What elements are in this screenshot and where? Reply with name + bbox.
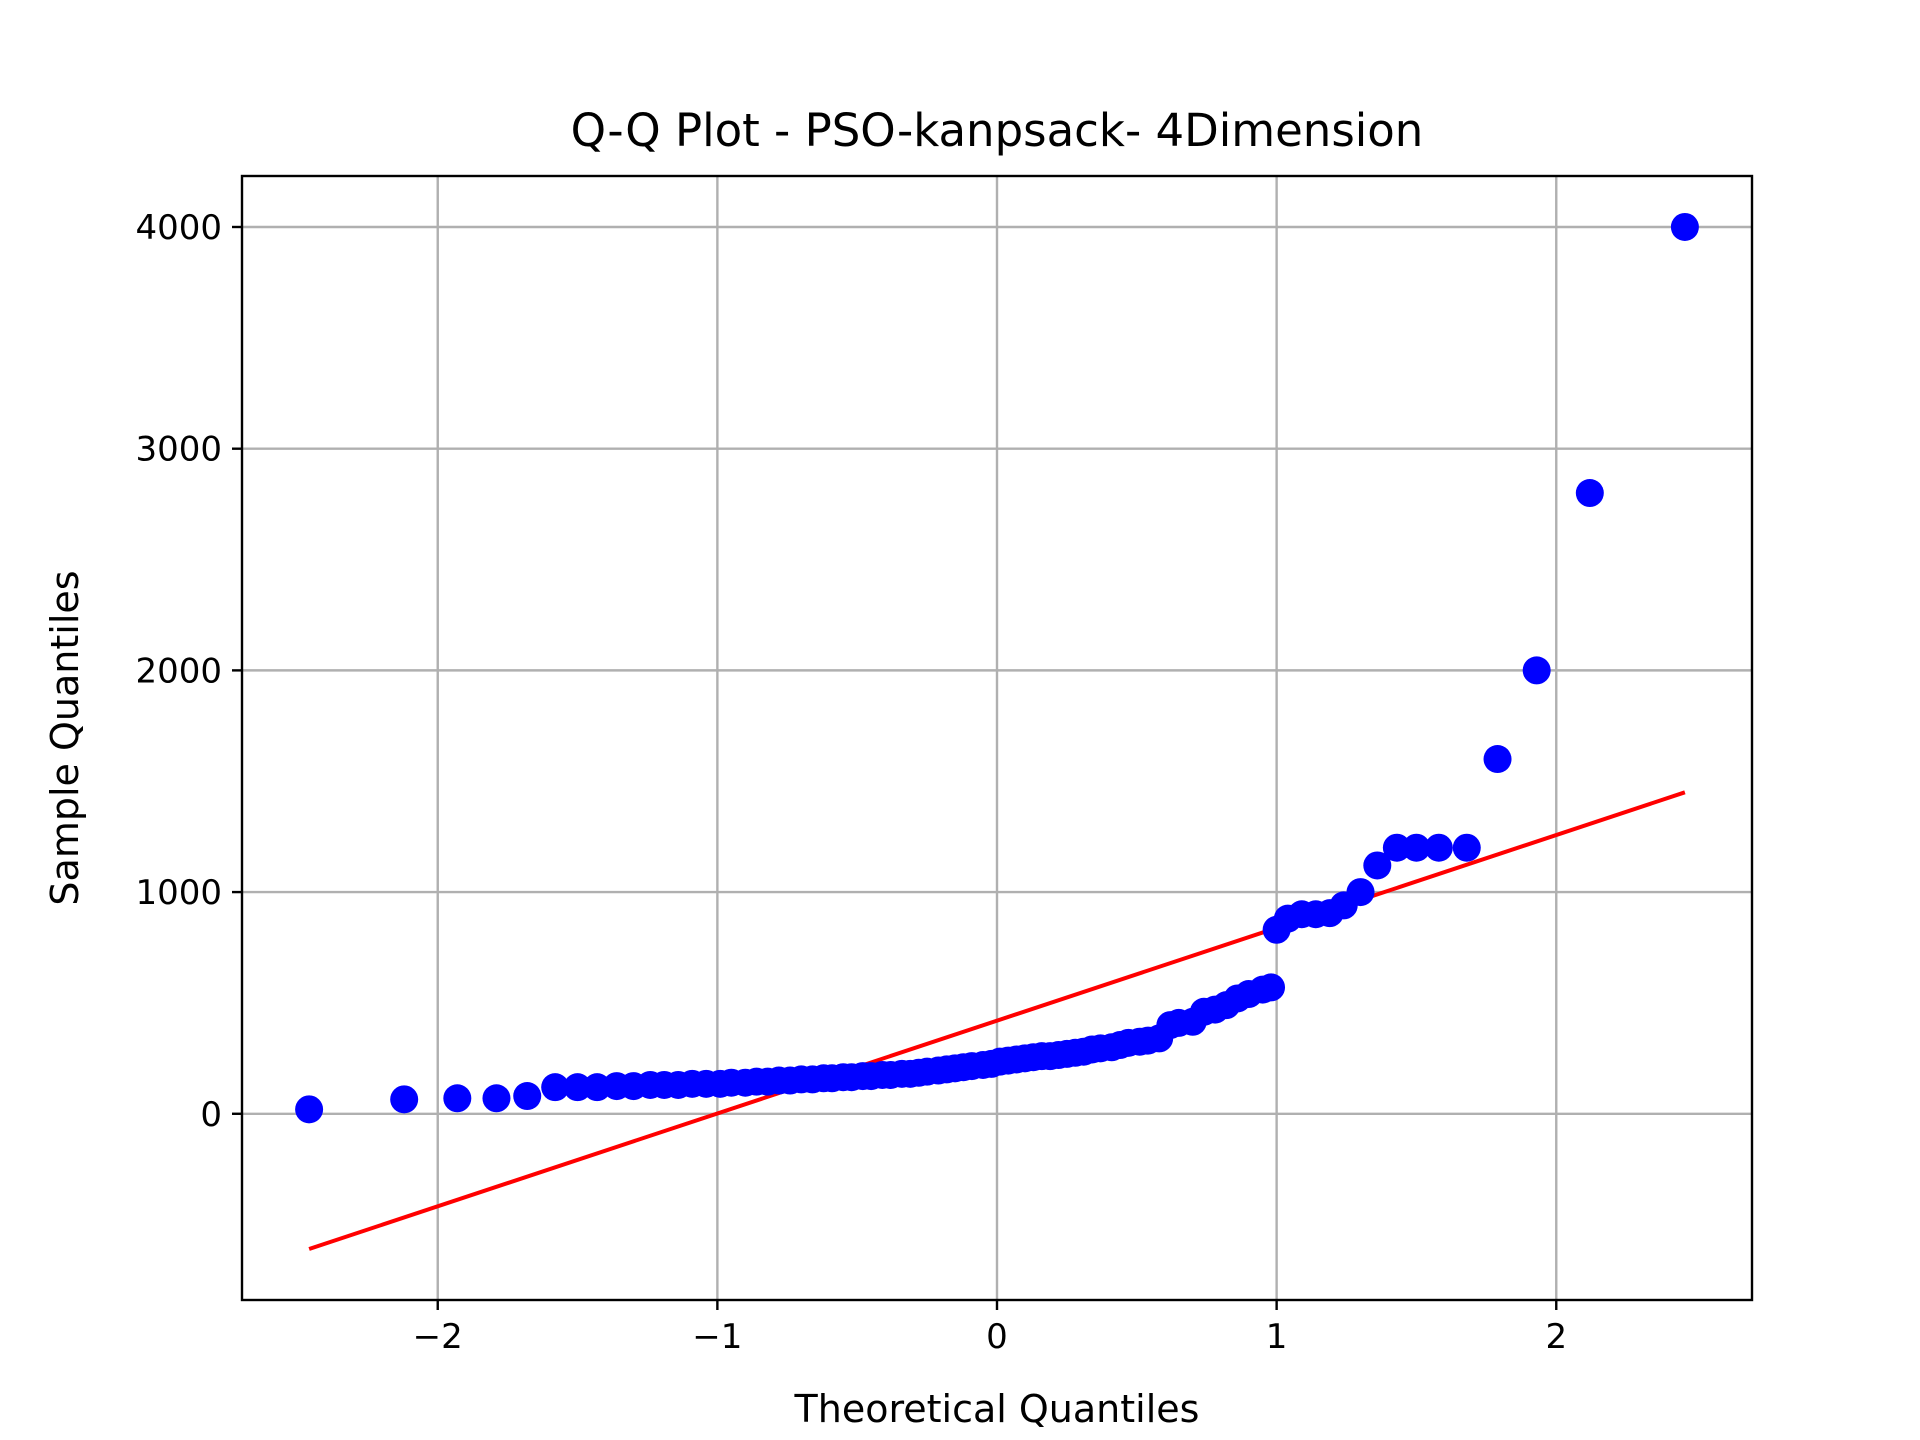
- chart-title: Q-Q Plot - PSO-kanpsack- 4Dimension: [571, 104, 1424, 157]
- fit-line-layer: [308, 790, 1686, 1251]
- data-point: [1670, 212, 1699, 241]
- data-point: [563, 1073, 592, 1102]
- y-axis-label: Sample Quantiles: [43, 570, 87, 905]
- y-axis-ticks: 0 1000 2000 3000 4000: [135, 208, 242, 1135]
- data-point: [1483, 745, 1512, 774]
- data-point: [1575, 479, 1604, 508]
- data-point: [1452, 833, 1481, 862]
- x-tick-label: −2: [413, 1317, 463, 1357]
- x-tick-label: 2: [1545, 1317, 1567, 1357]
- y-tick-label: 1000: [135, 873, 222, 913]
- data-point: [1424, 833, 1453, 862]
- data-point: [541, 1073, 570, 1102]
- data-point: [1402, 833, 1431, 862]
- data-point: [1522, 656, 1551, 685]
- x-tick-label: 1: [1266, 1317, 1288, 1357]
- y-tick-label: 3000: [135, 430, 222, 470]
- data-point: [295, 1095, 324, 1124]
- x-axis-ticks: −2 −1 0 1 2: [413, 1300, 1567, 1357]
- y-tick-label: 4000: [135, 208, 222, 248]
- data-point: [1346, 878, 1375, 907]
- x-tick-label: 0: [986, 1317, 1008, 1357]
- data-point: [1257, 973, 1286, 1002]
- data-point: [513, 1082, 542, 1111]
- data-point: [1382, 833, 1411, 862]
- x-axis-label: Theoretical Quantiles: [794, 1387, 1200, 1431]
- data-point: [390, 1085, 419, 1114]
- data-points: [295, 212, 1699, 1124]
- data-point: [1363, 851, 1392, 880]
- grid-lines: [242, 176, 1752, 1300]
- x-tick-label: −1: [692, 1317, 742, 1357]
- y-tick-label: 0: [200, 1095, 222, 1135]
- y-tick-label: 2000: [135, 651, 222, 691]
- data-point: [443, 1084, 472, 1113]
- fit-line: [308, 790, 1686, 1251]
- data-point: [482, 1084, 511, 1113]
